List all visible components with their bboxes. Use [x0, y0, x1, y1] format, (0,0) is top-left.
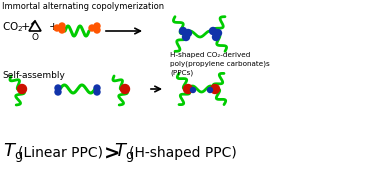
- Text: O: O: [31, 33, 39, 43]
- Circle shape: [94, 89, 100, 95]
- Circle shape: [121, 84, 130, 94]
- Text: $\it{T}$$_\mathrm{g}$: $\it{T}$$_\mathrm{g}$: [114, 141, 134, 165]
- Text: CO$_2$: CO$_2$: [2, 20, 23, 34]
- Circle shape: [183, 84, 192, 94]
- Circle shape: [211, 84, 220, 94]
- Circle shape: [55, 89, 61, 95]
- Text: Immortal alternating copolymerization: Immortal alternating copolymerization: [2, 2, 164, 11]
- Text: (Linear PPC): (Linear PPC): [18, 146, 103, 160]
- Circle shape: [191, 88, 195, 92]
- Text: (H-shaped PPC): (H-shaped PPC): [129, 146, 237, 160]
- Text: $\it{T}$$_\mathrm{g}$: $\it{T}$$_\mathrm{g}$: [3, 141, 23, 165]
- Text: $\bf{>}$: $\bf{>}$: [100, 143, 120, 163]
- Circle shape: [209, 28, 217, 35]
- Circle shape: [55, 85, 61, 91]
- Circle shape: [214, 29, 222, 36]
- Circle shape: [59, 23, 65, 29]
- Circle shape: [180, 28, 186, 35]
- Circle shape: [94, 27, 100, 33]
- Text: +: +: [21, 22, 30, 32]
- Circle shape: [17, 84, 26, 94]
- Text: H-shaped CO₂-derived
poly(propylene carbonate)s
(PPCs): H-shaped CO₂-derived poly(propylene carb…: [170, 52, 270, 76]
- Text: Self-assembly: Self-assembly: [2, 71, 65, 80]
- Circle shape: [94, 23, 100, 29]
- Circle shape: [183, 33, 189, 40]
- Circle shape: [54, 25, 60, 31]
- Circle shape: [89, 25, 95, 31]
- Text: +: +: [49, 22, 58, 32]
- Circle shape: [59, 27, 65, 33]
- Circle shape: [184, 29, 192, 36]
- Circle shape: [208, 88, 212, 92]
- Circle shape: [94, 85, 100, 91]
- Circle shape: [212, 33, 220, 40]
